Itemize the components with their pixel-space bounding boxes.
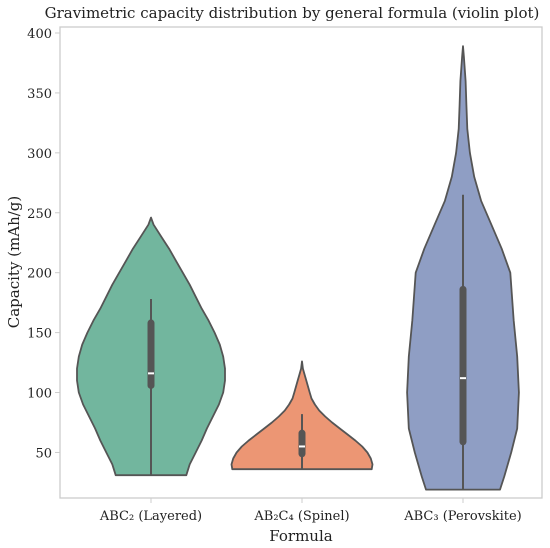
y-axis-label: Capacity (mAh/g) <box>5 196 23 329</box>
violin <box>76 216 226 477</box>
y-tick-label: 150 <box>27 327 52 342</box>
x-tick-label: AB₂C₄ (Spinel) <box>253 509 349 524</box>
violin <box>230 360 374 471</box>
violins <box>76 45 520 491</box>
chart-title: Gravimetric capacity distribution by gen… <box>45 4 540 22</box>
violin-iqr-box <box>147 319 155 389</box>
y-tick-label: 200 <box>27 267 52 282</box>
y-tick-label: 100 <box>27 387 52 402</box>
violin <box>406 45 520 491</box>
y-tick-label: 400 <box>27 27 52 42</box>
y-tick-label: 250 <box>27 207 52 222</box>
x-axis-ticks: ABC₂ (Layered) AB₂C₄ (Spinel) ABC₃ (Perovs… <box>99 498 522 524</box>
violin-iqr-box <box>459 285 467 446</box>
violin-iqr-box <box>298 429 306 458</box>
y-tick-label: 350 <box>27 87 52 102</box>
y-tick-label: 50 <box>35 446 52 461</box>
y-axis-ticks: 50 100 150 200 250 300 350 400 <box>27 27 60 461</box>
x-axis-label: Formula <box>269 527 332 545</box>
x-tick-label: ABC₃ (Perovskite) <box>403 509 521 524</box>
x-tick-label: ABC₂ (Layered) <box>99 509 202 524</box>
y-tick-label: 300 <box>27 147 52 162</box>
